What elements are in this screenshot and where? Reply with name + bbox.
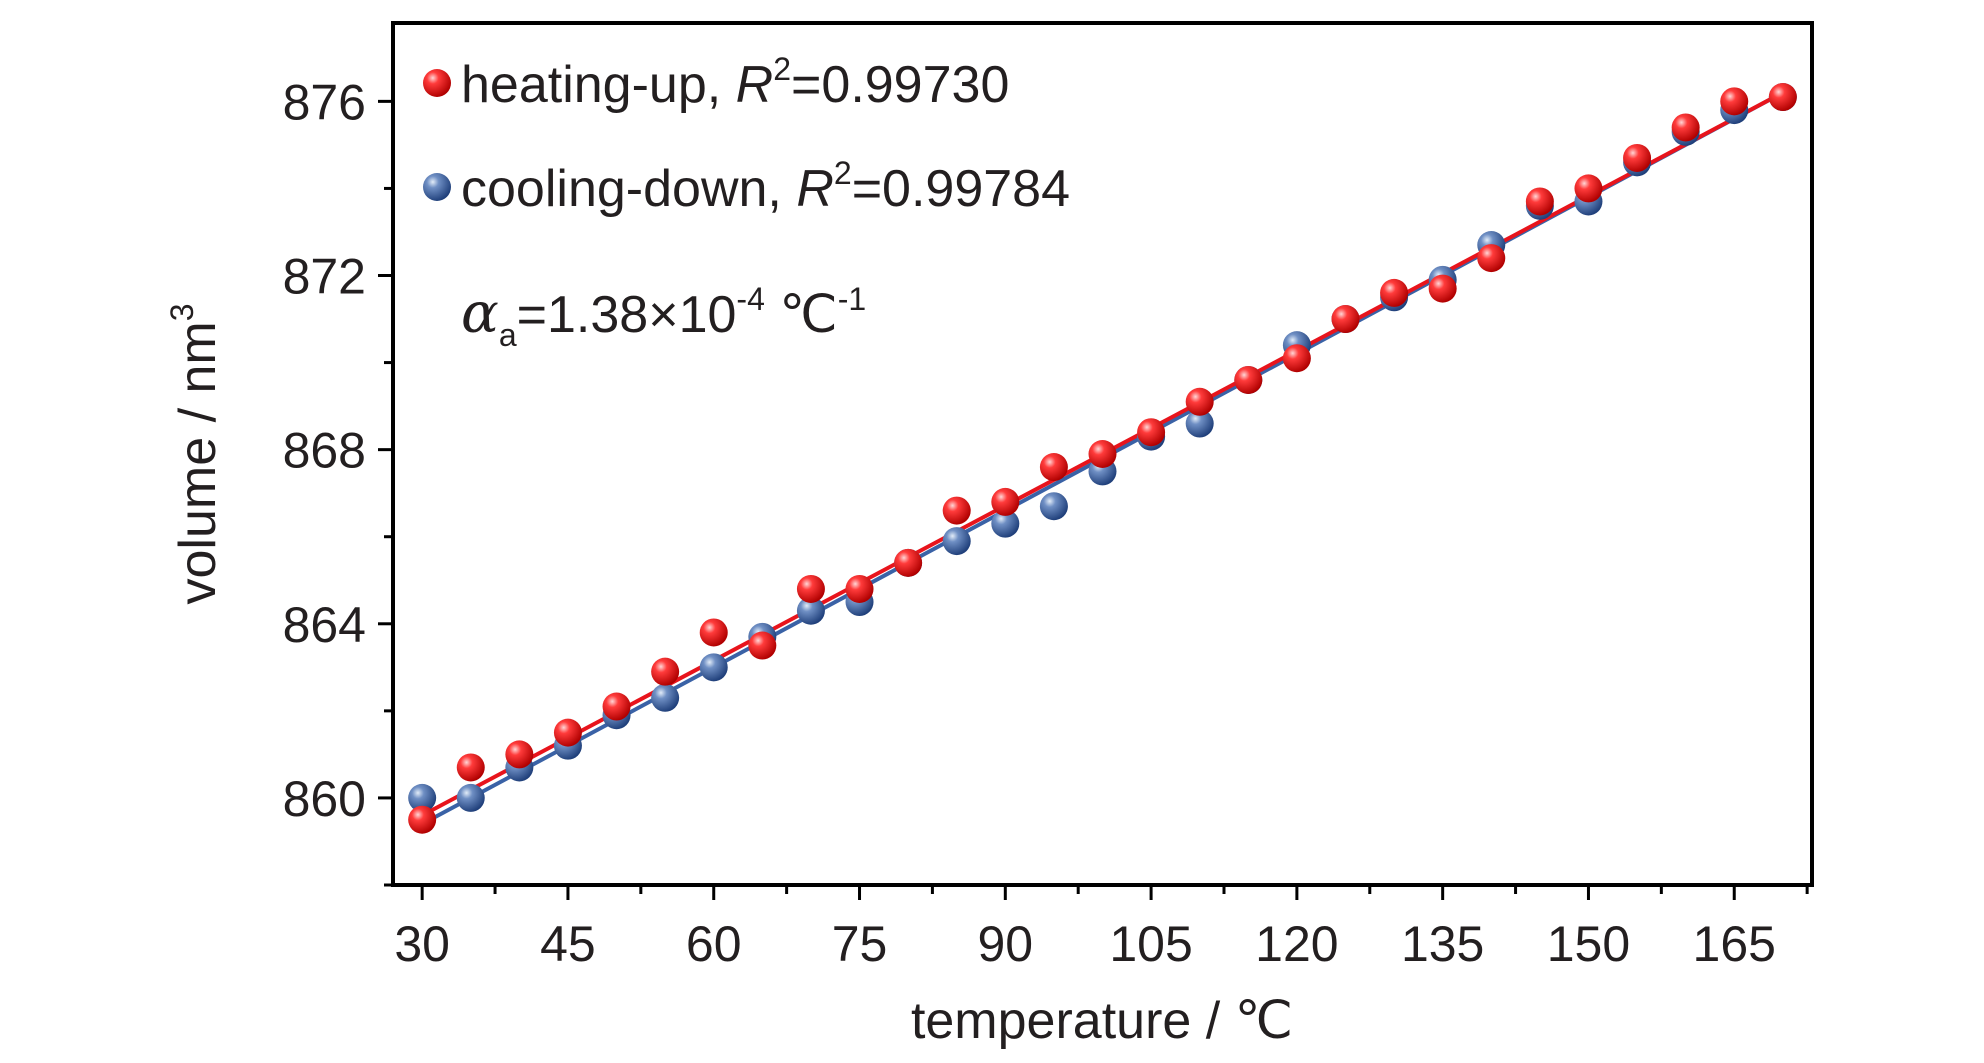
cooling-down-point bbox=[942, 527, 971, 556]
x-tick-label: 30 bbox=[394, 916, 450, 972]
legend-marker-cooling bbox=[423, 173, 451, 201]
heating-up-point bbox=[1137, 418, 1166, 447]
heating-up-point bbox=[1574, 174, 1603, 203]
heating-up-point bbox=[505, 740, 534, 769]
legend-label-cooling: cooling-down, R2=0.99784 bbox=[461, 155, 1070, 218]
heating-up-point bbox=[1088, 440, 1117, 468]
heating-up-point bbox=[796, 574, 825, 603]
heating-up-point bbox=[748, 631, 777, 660]
heating-up-point bbox=[1331, 305, 1360, 334]
plot-frame bbox=[391, 21, 1814, 887]
alpha-value: =1.38×10 bbox=[517, 286, 737, 344]
legend-heating-r-sup: 2 bbox=[773, 51, 791, 87]
legend-cooling-name: cooling-down bbox=[461, 160, 767, 218]
legend-heating-r-symbol: R bbox=[736, 56, 774, 114]
y-axis-title-main: volume / nm bbox=[169, 321, 227, 604]
heating-up-point bbox=[699, 618, 728, 647]
y-tick-label: 872 bbox=[283, 249, 366, 305]
alpha-symbol: α bbox=[461, 281, 499, 346]
cooling-down-point bbox=[456, 783, 485, 812]
cooling-down-point bbox=[651, 683, 680, 712]
x-axis-tick-labels: 30 45 60 75 90 105 120 135 150 165 bbox=[394, 916, 1776, 972]
legend-cooling-r-symbol: R bbox=[796, 160, 834, 218]
x-axis-title: temperature / ℃ bbox=[911, 992, 1293, 1050]
heating-up-point bbox=[845, 574, 874, 603]
heating-up-point bbox=[602, 692, 631, 721]
legend-heating-name: heating-up bbox=[461, 56, 707, 114]
heating-up-point bbox=[1671, 113, 1700, 142]
legend: heating-up, R2=0.99730 cooling-down, R2=… bbox=[423, 51, 1070, 218]
heating-up-point bbox=[553, 718, 582, 747]
heating-up-point bbox=[1380, 278, 1409, 307]
x-tick-label: 120 bbox=[1255, 916, 1338, 972]
heating-up-point bbox=[1720, 87, 1749, 116]
alpha-unit: ℃ bbox=[765, 286, 838, 344]
alpha-unit-exponent: -1 bbox=[838, 281, 866, 317]
y-axis-tick-labels: 860 864 868 872 876 bbox=[283, 74, 366, 827]
legend-cooling-r-sup: 2 bbox=[834, 155, 852, 191]
x-tick-label: 75 bbox=[832, 916, 888, 972]
x-tick-label: 135 bbox=[1401, 916, 1484, 972]
alpha-exponent: -4 bbox=[736, 281, 764, 317]
y-axis-title-superscript: 3 bbox=[164, 303, 200, 321]
cooling-down-point bbox=[699, 653, 728, 682]
y-axis-ticks bbox=[378, 99, 393, 887]
heating-up-points bbox=[408, 83, 1797, 834]
x-tick-label: 165 bbox=[1693, 916, 1776, 972]
legend-marker-heating bbox=[423, 69, 451, 97]
y-tick-label: 864 bbox=[283, 597, 366, 653]
x-axis-ticks bbox=[420, 885, 1809, 900]
x-tick-label: 90 bbox=[977, 916, 1033, 972]
expansion-coefficient-annotation: αa=1.38×10-4 ℃-1 bbox=[461, 281, 866, 353]
legend-heating-r-value: =0.99730 bbox=[791, 56, 1009, 114]
x-tick-label: 60 bbox=[686, 916, 742, 972]
x-tick-label: 45 bbox=[540, 916, 596, 972]
heating-up-point bbox=[1623, 143, 1652, 172]
alpha-subscript: a bbox=[499, 317, 517, 353]
heating-up-point bbox=[456, 753, 485, 782]
heating-up-point bbox=[1185, 387, 1214, 416]
x-tick-label: 150 bbox=[1547, 916, 1630, 972]
legend-cooling-r-value: =0.99784 bbox=[852, 160, 1070, 218]
heating-up-point bbox=[1768, 83, 1797, 112]
heating-up-point bbox=[894, 548, 923, 577]
heating-up-point bbox=[651, 657, 680, 686]
cooling-down-point bbox=[1039, 492, 1068, 521]
cooling-down-point bbox=[796, 596, 825, 625]
y-tick-label: 860 bbox=[283, 771, 366, 827]
heating-up-point bbox=[1525, 187, 1554, 216]
heating-up-point bbox=[942, 496, 971, 525]
x-tick-label: 105 bbox=[1109, 916, 1192, 972]
heating-up-point bbox=[1477, 244, 1506, 273]
legend-label-heating: heating-up, R2=0.99730 bbox=[461, 51, 1009, 114]
heating-up-point bbox=[991, 487, 1020, 516]
y-tick-label: 876 bbox=[283, 74, 366, 130]
cooling-down-point bbox=[1185, 409, 1214, 438]
cooling-down-point bbox=[408, 783, 437, 812]
y-axis-title: volume / nm3 bbox=[164, 303, 227, 604]
y-tick-label: 868 bbox=[283, 423, 366, 479]
cooling-down-point bbox=[991, 509, 1020, 538]
heating-up-point bbox=[1234, 365, 1263, 394]
heating-up-point bbox=[1282, 344, 1311, 373]
heating-up-point bbox=[1039, 453, 1068, 482]
heating-up-point bbox=[408, 805, 437, 834]
heating-up-point bbox=[1428, 274, 1457, 303]
